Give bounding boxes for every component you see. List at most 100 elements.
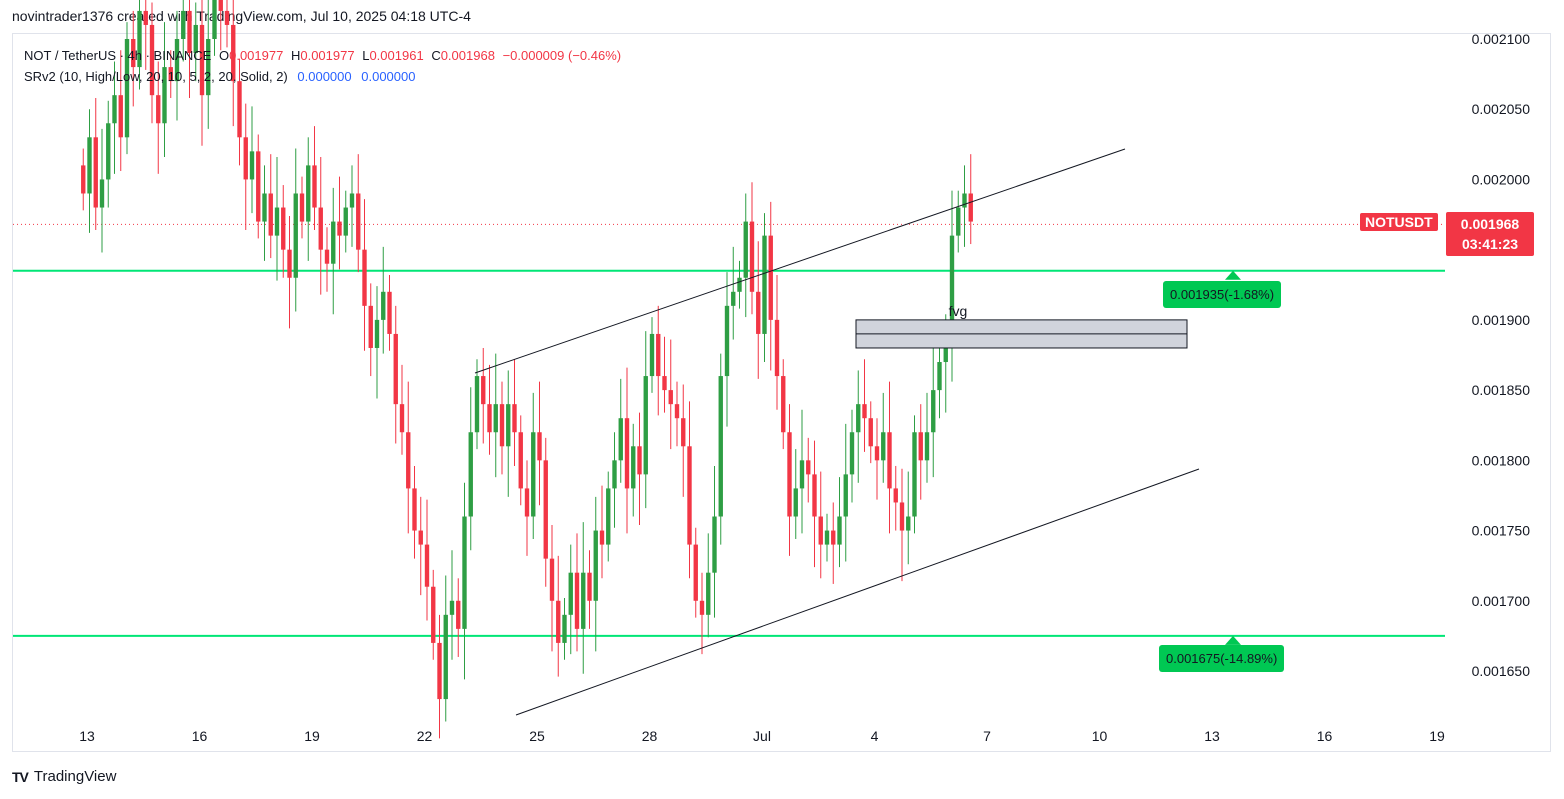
candle-body — [718, 376, 723, 517]
candle-body — [187, 10, 192, 54]
candle-body — [668, 390, 673, 405]
candle-body — [299, 193, 305, 222]
y-tick-label: 0.002050 — [1472, 101, 1531, 117]
candle-body — [437, 642, 442, 700]
candle-body — [112, 95, 117, 124]
candle-body — [262, 193, 267, 222]
candle-body — [818, 516, 823, 545]
level-marker-icon — [1225, 635, 1241, 645]
candle-body — [199, 24, 205, 96]
candle-body — [374, 319, 380, 348]
candle-body — [649, 333, 655, 377]
candle-body — [874, 446, 880, 461]
candle-body — [331, 221, 336, 264]
x-tick-label: 16 — [192, 728, 208, 744]
candle-body — [287, 249, 292, 278]
candle-body — [356, 193, 361, 250]
candle-body — [937, 362, 942, 391]
candle-body — [418, 530, 423, 545]
candle-body — [706, 572, 711, 615]
candle-body — [737, 277, 742, 292]
candle-body — [687, 446, 692, 545]
legend-symbol[interactable]: NOT / TetherUS · 4h · BINANCE — [24, 48, 212, 63]
channel-upper-line — [474, 148, 1126, 374]
candle-body — [612, 460, 617, 489]
candle-body — [868, 418, 873, 447]
candle-body — [618, 418, 623, 461]
candle-body — [481, 376, 486, 405]
candle-body — [518, 432, 523, 489]
legend-high-label: H — [290, 48, 301, 63]
candle-body — [599, 530, 605, 545]
candle-body — [549, 558, 555, 601]
candle-body — [899, 502, 905, 531]
candle-body — [781, 376, 786, 433]
last-price-tag: 0.001968 03:41:23 — [1446, 212, 1534, 256]
candle-body — [256, 151, 261, 222]
candle-body — [637, 446, 642, 475]
candle-body — [224, 10, 230, 25]
candle-body — [149, 24, 155, 96]
candle-body — [624, 418, 630, 489]
candle-body — [581, 572, 586, 629]
x-tick-label: 16 — [1317, 728, 1333, 744]
candle-body — [724, 305, 730, 377]
x-tick-label: 22 — [417, 728, 433, 744]
candle-body — [924, 432, 930, 461]
candle-body — [849, 432, 855, 475]
candle-body — [206, 39, 211, 96]
candle-body — [424, 544, 430, 587]
x-tick-label: 7 — [983, 728, 991, 744]
x-tick-label: 19 — [1429, 728, 1445, 744]
candle-body — [712, 516, 717, 573]
candle-body — [137, 10, 142, 68]
candle-body — [562, 614, 567, 643]
candle-body — [968, 193, 973, 222]
candle-body — [831, 530, 836, 545]
candle-body — [531, 432, 536, 517]
chart-header: novintrader1376 created with TradingView… — [12, 8, 471, 24]
candle-body — [943, 347, 948, 363]
candle-body — [799, 460, 805, 489]
candle-body — [693, 544, 698, 601]
x-tick-label: 13 — [79, 728, 95, 744]
candle-body — [293, 193, 298, 278]
candle-body — [931, 390, 936, 433]
candle-body — [168, 67, 173, 82]
indicator-name[interactable]: SRv2 (10, High/Low, 20, 10, 5, 2, 20, So… — [24, 69, 288, 84]
symbol-tag: NOTUSDT — [1360, 213, 1438, 231]
candle-body — [806, 460, 811, 475]
candle-body — [756, 291, 761, 334]
x-tick-label: 4 — [871, 728, 879, 744]
channel-lower-line — [515, 468, 1200, 716]
candle-body — [462, 516, 467, 629]
y-axis: 0.0021000.0020500.0020000.0019500.001900… — [1472, 31, 1531, 679]
candle-body — [368, 305, 373, 348]
legend-close: 0.001968 — [440, 48, 495, 63]
legend-open-label: O — [218, 48, 230, 63]
candle-body — [912, 432, 917, 517]
legend-low: 0.001961 — [369, 48, 424, 63]
candle-body — [962, 193, 967, 208]
candle-body — [99, 179, 105, 208]
x-tick-label: 25 — [529, 728, 545, 744]
candle-body — [268, 193, 273, 236]
candle-body — [93, 137, 98, 208]
candle-body — [856, 404, 861, 433]
candle-body — [949, 235, 955, 348]
candle-body — [274, 207, 280, 236]
candle-body — [193, 24, 198, 54]
candle-body — [449, 600, 455, 615]
candle-body — [218, 0, 223, 11]
candle-body — [606, 488, 611, 545]
candle-body — [499, 404, 505, 447]
candle-body — [124, 39, 130, 138]
candle-body — [762, 235, 767, 334]
x-tick-label: 28 — [642, 728, 658, 744]
candle-body — [237, 81, 242, 138]
last-price: 0.001968 — [1460, 216, 1520, 232]
candle-body — [162, 67, 167, 124]
candle-body — [587, 572, 592, 601]
level-label-upper: 0.001935(-1.68%) — [1163, 281, 1282, 308]
